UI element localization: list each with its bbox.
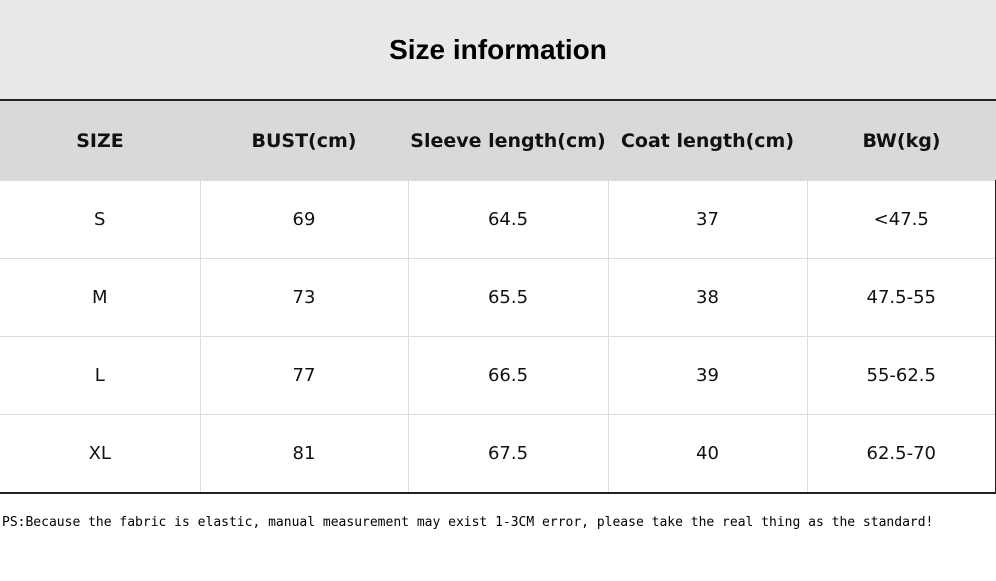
table-cell: 73 [200,258,409,337]
table-cell: 38 [608,258,808,337]
table-cell: 66.5 [408,336,609,415]
header-cell: BUST(cm) [200,100,408,181]
table-cell: 37 [608,180,808,259]
table-cell: 69 [200,180,409,259]
table-cell: 81 [200,414,409,493]
table-cell: 47.5-55 [807,258,996,337]
table-cell: 40 [608,414,808,493]
table-cell: <47.5 [807,180,996,259]
table-cell: 62.5-70 [807,414,996,493]
table-cell: 67.5 [408,414,609,493]
table-cell: M [0,258,201,337]
table-cell: XL [0,414,201,493]
table-row: S 69 64.5 37 <47.5 [0,180,996,259]
title: Size information [0,0,996,100]
table-cell: L [0,336,201,415]
table-row: L 77 66.5 39 55-62.5 [0,336,996,415]
note: PS:Because the fabric is elastic, manual… [2,515,934,530]
header-cell: BW(kg) [807,100,996,181]
header-row: SIZE BUST(cm) Sleeve length(cm) Coat length… [0,100,996,181]
table-cell: 64.5 [408,180,609,259]
table-cell: 65.5 [408,258,609,337]
table-row: M 73 65.5 38 47.5-55 [0,258,996,337]
table-cell: S [0,180,201,259]
table-cell: 39 [608,336,808,415]
table-row: XL 81 67.5 40 62.5-70 [0,414,996,493]
size-table: SIZE BUST(cm) Sleeve length(cm) Coat length… [0,99,996,494]
table-body: S 69 64.5 37 <47.5 M 73 65.5 38 47.5-55 L 77 66.5 39 5… [0,180,996,493]
header-cell: Sleeve length(cm) [408,100,608,181]
table-cell: 77 [200,336,409,415]
header-cell: SIZE [0,100,200,181]
header-cell: Coat length(cm) [608,100,807,181]
table-cell: 55-62.5 [807,336,996,415]
